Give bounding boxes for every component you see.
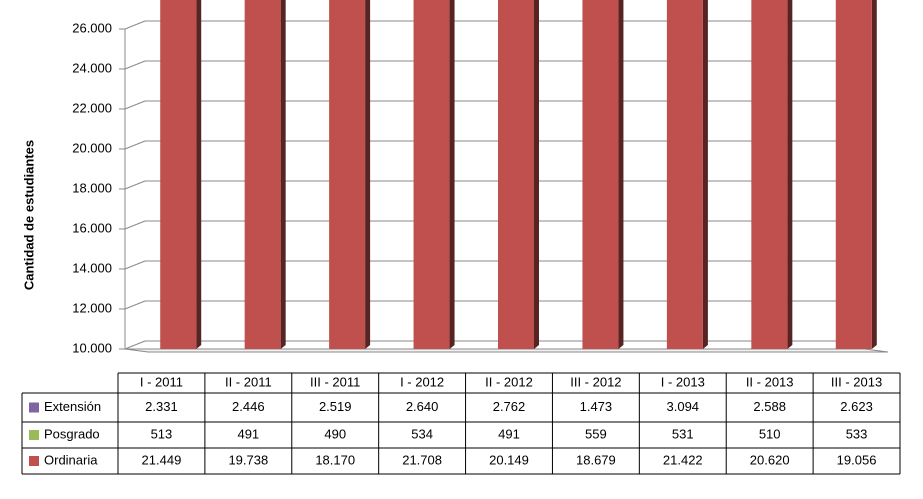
y-tick-label: 22.000: [72, 100, 112, 115]
data-label: 2.623: [840, 399, 873, 414]
grid-line: [124, 100, 146, 110]
y-tick-label: 26.000: [72, 20, 112, 35]
data-label: 2.446: [232, 399, 265, 414]
data-label: 3.094: [667, 399, 700, 414]
grid-line: [124, 260, 146, 270]
data-label: 19.056: [837, 452, 877, 467]
grid-line: [124, 20, 146, 30]
bar: [413, 0, 450, 349]
data-label: 2.519: [319, 399, 352, 414]
data-label: 2.762: [493, 399, 526, 414]
bar-side: [871, 0, 877, 349]
x-tick-label: I - 2013: [661, 374, 705, 389]
data-label: 18.679: [576, 452, 616, 467]
data-label: 21.708: [402, 452, 442, 467]
grid-line: [124, 300, 146, 310]
y-tick-label: 12.000: [72, 300, 112, 315]
y-tick-label: 18.000: [72, 180, 112, 195]
legend-label: Extensión: [44, 399, 101, 414]
data-label: 20.149: [489, 452, 529, 467]
legend-swatch: [29, 430, 39, 440]
data-label: 21.449: [142, 452, 182, 467]
data-label: 534: [411, 426, 433, 441]
data-label: 2.588: [753, 399, 786, 414]
data-label: 21.422: [663, 452, 703, 467]
data-label: 1.473: [580, 399, 613, 414]
grid-line: [124, 340, 146, 350]
data-label: 531: [672, 426, 694, 441]
bar-side: [787, 0, 793, 349]
y-tick-label: 10.000: [72, 340, 112, 355]
grid-line: [124, 220, 146, 230]
bar-side: [280, 0, 286, 349]
data-label: 19.738: [228, 452, 268, 467]
legend-swatch: [29, 456, 39, 466]
data-label: 2.640: [406, 399, 439, 414]
x-tick-label: II - 2012: [485, 374, 533, 389]
bar-side: [534, 0, 539, 349]
x-tick-label: I - 2011: [140, 374, 183, 389]
x-tick-label: II - 2013: [746, 374, 794, 389]
data-label: 533: [846, 426, 868, 441]
bar: [329, 0, 366, 349]
x-tick-label: I - 2012: [400, 374, 444, 389]
x-tick-label: II - 2011: [225, 374, 272, 389]
x-tick-label: III - 2012: [570, 374, 621, 389]
data-label: 491: [237, 426, 259, 441]
y-tick-label: 16.000: [72, 220, 112, 235]
bar: [835, 0, 872, 349]
bar-side: [449, 0, 455, 349]
floor: [124, 348, 889, 353]
data-label: 513: [151, 426, 173, 441]
data-label: 2.331: [145, 399, 178, 414]
bar-side: [196, 0, 202, 349]
bar-side: [365, 0, 371, 349]
grid-line: [124, 180, 146, 190]
data-label: 20.620: [750, 452, 790, 467]
data-label: 510: [759, 426, 781, 441]
legend-label: Ordinaria: [44, 452, 98, 467]
bar: [582, 0, 619, 349]
x-tick-label: III - 2011: [310, 374, 360, 389]
x-tick-label: III - 2013: [831, 374, 882, 389]
y-axis-label: Cantidad de estudiantes: [21, 140, 36, 290]
legend-swatch: [29, 402, 39, 413]
bar-side: [702, 0, 708, 349]
bar: [666, 0, 703, 349]
legend-label: Posgrado: [44, 426, 100, 441]
data-label: 490: [324, 426, 346, 441]
y-tick-label: 14.000: [72, 260, 112, 275]
grid-line: [124, 60, 146, 70]
data-label: 491: [498, 426, 520, 441]
data-label: 559: [585, 426, 607, 441]
y-tick-label: 24.000: [72, 60, 112, 75]
data-label: 18.170: [315, 452, 355, 467]
bar: [751, 0, 788, 349]
y-tick-label: 20.000: [72, 140, 112, 155]
grid-line: [124, 140, 146, 150]
bar: [244, 0, 281, 350]
bar: [498, 0, 534, 350]
bar-side: [618, 0, 624, 349]
bar: [160, 0, 197, 350]
